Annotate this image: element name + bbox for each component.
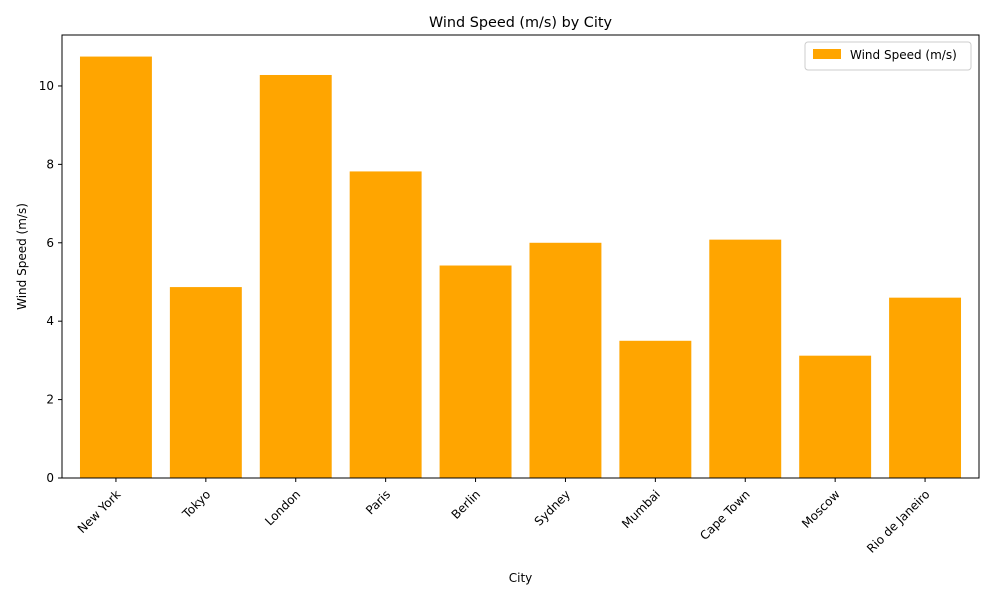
y-tick-label: 4 — [46, 314, 54, 328]
y-tick-label: 0 — [46, 471, 54, 485]
bar-cape-town — [709, 239, 782, 478]
plot-frame — [61, 34, 980, 479]
y-tick-label: 6 — [46, 236, 54, 250]
bar-mumbai — [619, 340, 692, 478]
bar-new-york — [79, 56, 152, 478]
bar-berlin — [439, 265, 512, 478]
legend-box — [804, 41, 972, 71]
y-axis-title: Wind Speed (m/s) — [15, 203, 29, 310]
legend-label: Wind Speed (m/s) — [850, 48, 957, 62]
bar-paris — [349, 171, 422, 478]
legend: Wind Speed (m/s) — [804, 41, 972, 71]
bar-sydney — [529, 242, 602, 478]
bar-tokyo — [169, 287, 242, 478]
y-axis-ticks: 0 2 4 6 8 10 — [39, 79, 62, 485]
y-tick-label: 8 — [46, 157, 54, 171]
bar-london — [259, 74, 332, 478]
chart-title: Wind Speed (m/s) by City — [429, 15, 613, 31]
y-tick-label: 2 — [46, 393, 54, 407]
bar-moscow — [799, 355, 872, 478]
plot-area — [79, 56, 962, 478]
y-tick-label: 10 — [39, 79, 54, 93]
x-axis-title: City — [509, 571, 533, 585]
bar-rio-de-janeiro — [889, 297, 962, 478]
legend-swatch — [813, 49, 841, 59]
